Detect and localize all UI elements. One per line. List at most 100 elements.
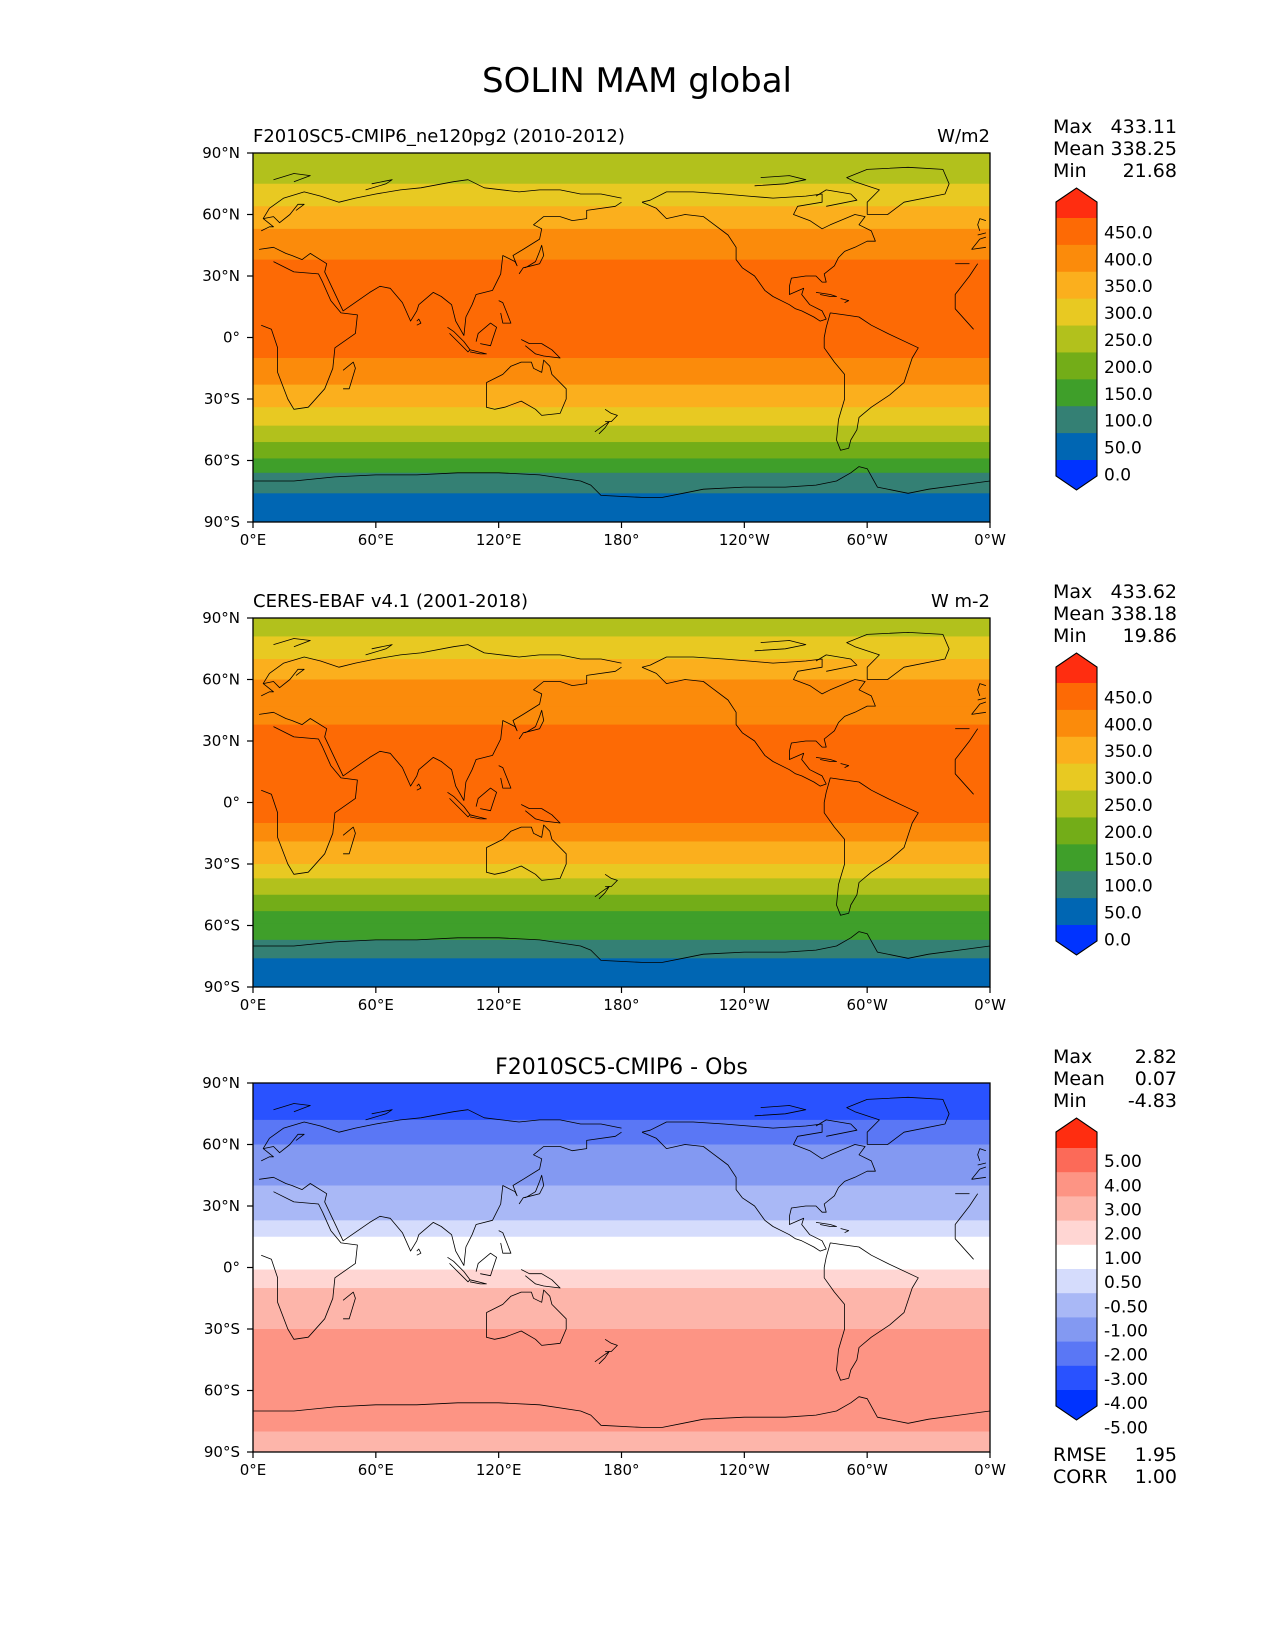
coastline	[259, 201, 622, 336]
coastline	[641, 191, 876, 322]
field-band	[253, 618, 990, 638]
coastline	[977, 1162, 986, 1166]
colorbar-segment	[1056, 1293, 1097, 1318]
coastline	[641, 1121, 876, 1252]
colorbar-tick-label: -2.00	[1104, 1346, 1148, 1366]
coastline	[342, 361, 356, 390]
colorbar-extend-max	[1056, 188, 1097, 218]
coastline	[253, 466, 990, 498]
coastline	[840, 298, 850, 303]
y-tick-label: 60°N	[202, 671, 240, 689]
coastline	[971, 1166, 987, 1180]
stat-value: 0.07	[1135, 1068, 1177, 1090]
coastline	[754, 640, 807, 652]
coastline	[342, 1291, 356, 1320]
colorbar: 450.0 400.0 350.0 300.0 250.0 200.0 150.0 100.0…	[1055, 652, 1153, 956]
x-tick-label: 120°W	[719, 531, 770, 549]
colorbar-segment	[1056, 352, 1097, 380]
corr-label: CORR	[1053, 1466, 1108, 1488]
stat-label: Min	[1053, 1090, 1087, 1112]
x-tick-label: 0°W	[974, 1461, 1006, 1479]
field-band	[253, 1431, 990, 1452]
colorbar: 450.0 400.0 350.0 300.0 250.0 200.0 150.0 100.0…	[1055, 187, 1153, 491]
colorbar-extend-min	[1056, 925, 1097, 955]
field-band	[253, 724, 990, 824]
coastline	[954, 263, 979, 330]
coastline	[815, 189, 858, 207]
field-band	[253, 458, 990, 474]
colorbar-segment	[1056, 1220, 1097, 1246]
stat-value: 433.62	[1111, 581, 1177, 603]
stat-value: 19.86	[1123, 625, 1177, 647]
field-band	[253, 183, 990, 207]
coastline	[485, 824, 567, 881]
colorbar-tick-label: 50.0	[1104, 439, 1142, 459]
colorbar-segment	[1056, 683, 1097, 711]
colorbar-outline	[1055, 652, 1098, 956]
colorbar-segment	[1056, 1172, 1097, 1197]
colorbar-tick-label: 350.0	[1104, 277, 1153, 297]
x-tick-label: 120°E	[476, 996, 522, 1014]
colorbar-segment	[1056, 898, 1097, 926]
y-tick-label: 60°N	[202, 1136, 240, 1154]
colorbar-outline	[1055, 1117, 1098, 1421]
stat-label: Max	[1053, 1046, 1092, 1068]
field-band	[253, 706, 990, 726]
coastlines	[253, 1096, 990, 1428]
coastline	[273, 173, 311, 183]
stat-label: Max	[1053, 116, 1092, 138]
colorbar-segment	[1056, 1148, 1097, 1173]
coastline	[971, 701, 987, 715]
colorbar-tick-label: 100.0	[1104, 877, 1153, 897]
colorbar-segment	[1056, 790, 1097, 818]
colorbar-tick-label: 200.0	[1104, 823, 1153, 843]
field-band	[253, 1236, 990, 1271]
coastline	[754, 1105, 807, 1117]
colorbar-segment	[1056, 1365, 1097, 1391]
field-bands	[253, 153, 990, 522]
coastline	[261, 726, 358, 875]
coastline	[594, 886, 610, 900]
coastline	[954, 1193, 979, 1260]
coastline	[846, 166, 950, 215]
stat-label: Mean	[1053, 603, 1105, 625]
coastline	[263, 668, 305, 689]
field-band	[253, 442, 990, 460]
y-tick-label: 30°N	[202, 732, 240, 750]
colorbar-tick-label: 300.0	[1104, 304, 1153, 324]
x-tick-label: 60°E	[358, 1461, 394, 1479]
colorbar-tick-label: -3.00	[1104, 1370, 1148, 1390]
y-tick-label: 60°S	[204, 1382, 240, 1400]
coastline	[261, 179, 622, 232]
colorbar-segment	[1056, 325, 1097, 353]
stat-value: 338.18	[1111, 603, 1177, 625]
field-band	[253, 259, 990, 359]
coastline	[977, 683, 987, 697]
colorbar-segment	[1056, 817, 1097, 845]
colorbar-tick-label: -0.50	[1104, 1297, 1148, 1317]
coastline	[521, 1269, 561, 1289]
colorbar: 5.00 4.00 3.00 2.00 1.00 0.50 -0.50 -1.00 -2.00 -…	[1055, 1117, 1148, 1438]
colorbar-segment	[1056, 1196, 1097, 1222]
coastline	[259, 666, 622, 801]
coastline	[261, 1191, 358, 1340]
colorbar-segment	[1056, 709, 1097, 738]
coastline	[261, 261, 358, 410]
y-tick-label: 0°	[223, 1259, 240, 1277]
colorbar-tick-label: 250.0	[1104, 331, 1153, 351]
coastlines	[253, 632, 990, 963]
colorbar-tick-label: 3.00	[1104, 1201, 1142, 1221]
y-tick-label: 30°N	[202, 267, 240, 285]
coastline	[518, 1174, 545, 1205]
y-tick-label: 0°	[223, 329, 240, 347]
field-band	[253, 1329, 990, 1408]
coastline	[823, 777, 919, 916]
colorbar-extend-min	[1056, 1390, 1097, 1420]
coastline	[754, 175, 807, 187]
panel-observations: CERES-EBAF v4.1 (2001-2018) W m-2 0°E 60°E 1…	[202, 581, 1177, 1014]
colorbar-segment	[1056, 379, 1097, 407]
field-bands	[253, 1083, 990, 1452]
y-tick-label: 90°N	[202, 1074, 240, 1092]
colorbar-segment	[1056, 406, 1097, 434]
x-tick-label: 180°	[603, 531, 639, 549]
